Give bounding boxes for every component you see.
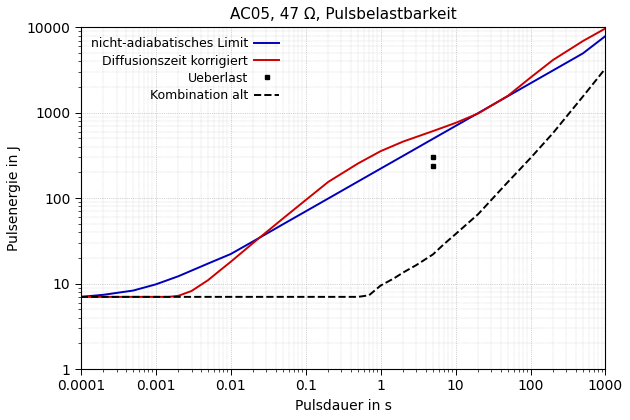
nicht-adiabatisches Limit <box>527 81 534 86</box>
Diffusionszeit korrigiert <box>227 259 234 264</box>
Diffusionszeit korrigiert <box>504 93 512 98</box>
Y-axis label: Pulsenergie in J: Pulsenergie in J <box>7 145 21 251</box>
Title: AC05, 47 Ω, Pulsbelastbarkeit: AC05, 47 Ω, Pulsbelastbarkeit <box>230 7 457 22</box>
Kombination alt <box>354 294 362 299</box>
Kombination alt <box>452 231 459 236</box>
nicht-adiabatisches Limit <box>377 166 384 171</box>
Kombination alt <box>338 294 345 299</box>
Diffusionszeit korrigiert <box>549 58 557 63</box>
Kombination alt <box>474 212 482 217</box>
nicht-adiabatisches Limit <box>602 34 609 39</box>
Kombination alt <box>365 293 373 298</box>
nicht-adiabatisches Limit <box>77 294 84 299</box>
X-axis label: Pulsdauer in s: Pulsdauer in s <box>295 399 392 413</box>
Diffusionszeit korrigiert <box>324 179 332 184</box>
Diffusionszeit korrigiert <box>100 294 107 299</box>
Kombination alt <box>399 270 407 275</box>
Kombination alt <box>504 179 512 184</box>
Diffusionszeit korrigiert <box>215 269 223 274</box>
Kombination alt <box>302 294 309 299</box>
nicht-adiabatisches Limit <box>504 94 512 99</box>
Kombination alt <box>602 66 609 71</box>
Kombination alt <box>440 241 448 247</box>
Diffusionszeit korrigiert <box>129 294 137 299</box>
Diffusionszeit korrigiert <box>249 240 257 245</box>
nicht-adiabatisches Limit <box>324 196 332 201</box>
Line: nicht-adiabatisches Limit: nicht-adiabatisches Limit <box>81 36 605 297</box>
Ueberlast <box>429 163 437 168</box>
Kombination alt <box>413 262 420 268</box>
Diffusionszeit korrigiert <box>377 149 384 154</box>
nicht-adiabatisches Limit <box>175 274 182 279</box>
nicht-adiabatisches Limit <box>227 252 234 257</box>
Diffusionszeit korrigiert <box>165 294 173 299</box>
Diffusionszeit korrigiert <box>302 197 309 202</box>
nicht-adiabatisches Limit <box>579 51 587 56</box>
Kombination alt <box>579 94 587 99</box>
nicht-adiabatisches Limit <box>452 123 459 129</box>
nicht-adiabatisches Limit <box>474 110 482 116</box>
nicht-adiabatisches Limit <box>549 68 557 73</box>
nicht-adiabatisches Limit <box>399 153 407 158</box>
nicht-adiabatisches Limit <box>279 222 287 227</box>
Diffusionszeit korrigiert <box>602 26 609 31</box>
Kombination alt <box>377 283 384 288</box>
nicht-adiabatisches Limit <box>100 292 107 297</box>
nicht-adiabatisches Limit <box>204 261 212 266</box>
Diffusionszeit korrigiert <box>579 39 587 44</box>
nicht-adiabatisches Limit <box>302 209 309 214</box>
nicht-adiabatisches Limit <box>354 179 362 184</box>
Ueberlast <box>429 155 437 160</box>
Kombination alt <box>77 294 84 299</box>
Diffusionszeit korrigiert <box>279 216 287 221</box>
Diffusionszeit korrigiert <box>77 294 84 299</box>
Kombination alt <box>549 131 557 136</box>
Diffusionszeit korrigiert <box>188 289 195 294</box>
Kombination alt <box>527 155 534 160</box>
Diffusionszeit korrigiert <box>474 111 482 116</box>
nicht-adiabatisches Limit <box>152 282 159 287</box>
nicht-adiabatisches Limit <box>429 136 437 141</box>
Legend: nicht-adiabatisches Limit, Diffusionszeit korrigiert, Ueberlast, Kombination alt: nicht-adiabatisches Limit, Diffusionszei… <box>87 34 283 106</box>
Kombination alt <box>390 276 398 281</box>
Line: Diffusionszeit korrigiert: Diffusionszeit korrigiert <box>81 29 605 297</box>
Diffusionszeit korrigiert <box>527 75 534 80</box>
Kombination alt <box>227 294 234 299</box>
Kombination alt <box>429 252 437 257</box>
Line: Ueberlast: Ueberlast <box>431 155 435 168</box>
Diffusionszeit korrigiert <box>452 121 459 126</box>
Diffusionszeit korrigiert <box>399 139 407 144</box>
Diffusionszeit korrigiert <box>204 278 212 283</box>
Kombination alt <box>152 294 159 299</box>
nicht-adiabatisches Limit <box>249 239 257 244</box>
Diffusionszeit korrigiert <box>429 129 437 134</box>
Diffusionszeit korrigiert <box>354 161 362 166</box>
Diffusionszeit korrigiert <box>152 294 159 299</box>
nicht-adiabatisches Limit <box>129 288 137 293</box>
Diffusionszeit korrigiert <box>175 293 182 298</box>
Line: Kombination alt: Kombination alt <box>81 68 605 297</box>
